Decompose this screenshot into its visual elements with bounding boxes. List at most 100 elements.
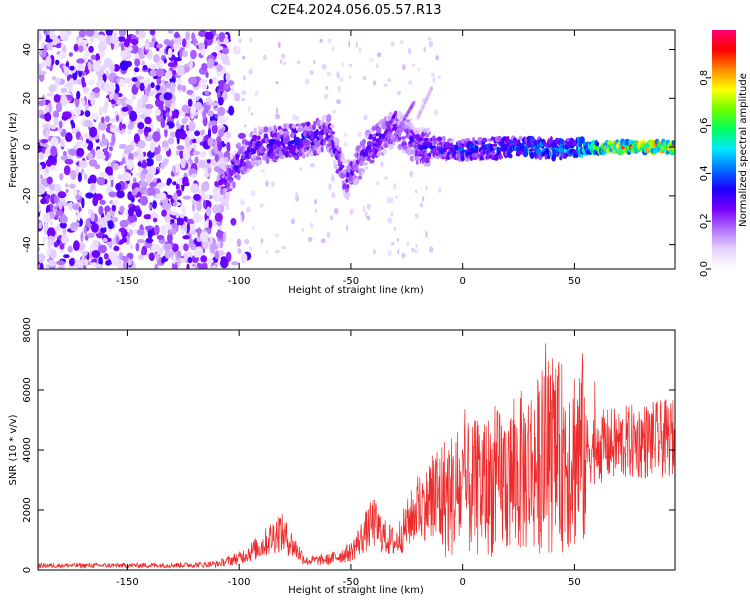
- spectrogram-cell: [291, 123, 296, 129]
- spectrogram-cell: [326, 232, 331, 238]
- spectrogram-cell: [188, 76, 197, 85]
- spectrogram-cell: [236, 174, 241, 181]
- spectrogram-cell: [552, 139, 556, 146]
- spectrogram-cell: [145, 158, 154, 167]
- spectrogram-cell: [198, 30, 207, 37]
- spectrogram-cell: [355, 169, 360, 173]
- spectrogram-cell: [438, 186, 442, 194]
- spectrogram-cell: [408, 80, 413, 85]
- snr-x-ticks: -150 -100 -50 0 50: [116, 330, 581, 588]
- spectrogram-cell: [171, 243, 179, 252]
- snr-y-tick-label: 4000: [22, 437, 33, 462]
- spectrogram-cell: [474, 144, 479, 152]
- spectrogram-cell: [260, 238, 264, 244]
- spectrogram-cell: [118, 30, 127, 37]
- spectrogram-cell: [221, 54, 230, 65]
- colorbar-tick-label: 0.8: [699, 70, 710, 86]
- spectrogram-cell: [110, 35, 119, 45]
- spectrogram-cell: [241, 89, 247, 96]
- spectrogram-cell: [214, 250, 220, 260]
- spectrogram-cell: [338, 147, 342, 152]
- spectrogram-cell: [496, 135, 502, 143]
- spectrogram-cell: [345, 224, 349, 232]
- spectrogram-cell: [167, 229, 171, 236]
- spectrogram-cell: [70, 169, 77, 180]
- spectrogram-cell: [188, 120, 196, 132]
- spectrogram-cell: [119, 121, 123, 131]
- spectrogram-cell: [204, 90, 210, 96]
- spectrogram-cell: [76, 63, 85, 72]
- spectrogram-cell: [361, 162, 368, 166]
- spectrogram-cell: [319, 38, 324, 43]
- spectrogram-cell: [250, 190, 256, 197]
- spectrogram-cell: [260, 169, 265, 173]
- spectrogram-cell: [262, 147, 266, 152]
- spectrogram-cell: [208, 98, 213, 105]
- spectrogram-cell: [137, 122, 145, 130]
- spectrogram-cell: [194, 156, 199, 164]
- spectrogram-cell: [167, 47, 173, 59]
- spectrogram-cell: [372, 137, 377, 142]
- spectrogram-cell: [429, 246, 434, 253]
- spectrogram-cell: [425, 230, 428, 238]
- spectrogram-cell: [183, 216, 188, 222]
- spectrogram-cell: [433, 138, 437, 143]
- spectrogram-cell: [153, 224, 160, 236]
- spectrogram-cell: [201, 182, 209, 192]
- spectrogram-cell: [401, 136, 406, 140]
- spectrogram-cell: [203, 199, 207, 209]
- spectrogram-cell: [216, 64, 223, 72]
- spectrogram-cell: [437, 75, 442, 79]
- spectrogram-cell: [402, 145, 409, 150]
- spectrogram-cell: [83, 173, 88, 181]
- spectrogram-cell: [230, 218, 237, 226]
- spectrogram-cell: [241, 97, 245, 102]
- spectrogram-cell: [417, 137, 424, 142]
- spectrogram-cell: [436, 136, 443, 142]
- spectrogram-cell: [345, 178, 349, 183]
- spectrogram-cell: [149, 181, 157, 188]
- spectrogram-cell: [152, 200, 157, 210]
- spectrogram-cell: [203, 194, 210, 200]
- spectrogram-cell: [250, 112, 254, 116]
- spectrogram-cell: [279, 59, 282, 64]
- spectrogram-cell: [105, 30, 113, 37]
- spectrogram-cell: [156, 43, 164, 49]
- spectrogram-cell: [40, 198, 47, 205]
- spectrogram-cell: [187, 98, 193, 107]
- spectrogram-cell: [297, 127, 303, 132]
- spectrogram-cell: [90, 54, 96, 60]
- spectrogram-cell: [94, 193, 103, 201]
- spectrogram-cell: [276, 133, 282, 140]
- spectrogram-cell: [301, 153, 306, 159]
- spectrogram-cell: [133, 177, 137, 184]
- spectrogram-cell: [160, 162, 166, 170]
- spectrogram-cell: [223, 37, 229, 45]
- spectrogram-cell: [98, 106, 103, 116]
- spectrogram-cell: [63, 254, 70, 259]
- spectrogram-cell: [75, 141, 82, 147]
- spectrogram-cell: [421, 145, 428, 150]
- spectrogram-cell: [144, 42, 150, 51]
- spectrogram-cell: [65, 188, 69, 193]
- spectrogram-cell: [391, 241, 395, 246]
- spectrogram-cell: [108, 191, 117, 198]
- spectrogram-cell: [175, 128, 182, 140]
- spectrogram-cell: [263, 129, 269, 133]
- spectrogram-cell: [106, 211, 111, 221]
- spectrogram-cell: [390, 196, 394, 204]
- snr-y-ticks: 0 2000 4000 6000 8000: [22, 317, 675, 573]
- spectrogram-cell: [625, 138, 630, 146]
- spectrogram-cell: [152, 131, 161, 142]
- spectrogram-cell: [214, 45, 224, 51]
- spectrogram-cell: [87, 152, 93, 160]
- spectrogram-cell: [282, 61, 287, 65]
- spectrogram-cell: [46, 92, 55, 97]
- spectrogram-cell: [254, 89, 259, 97]
- spectrogram-cell: [320, 238, 326, 244]
- snr-y-label: SNR (10 * v/v): [8, 414, 19, 485]
- spectrogram-cell: [217, 141, 223, 152]
- spectrogram-cell: [366, 140, 373, 147]
- spectrogram-cell: [170, 218, 175, 224]
- spectrogram-cell: [313, 60, 316, 65]
